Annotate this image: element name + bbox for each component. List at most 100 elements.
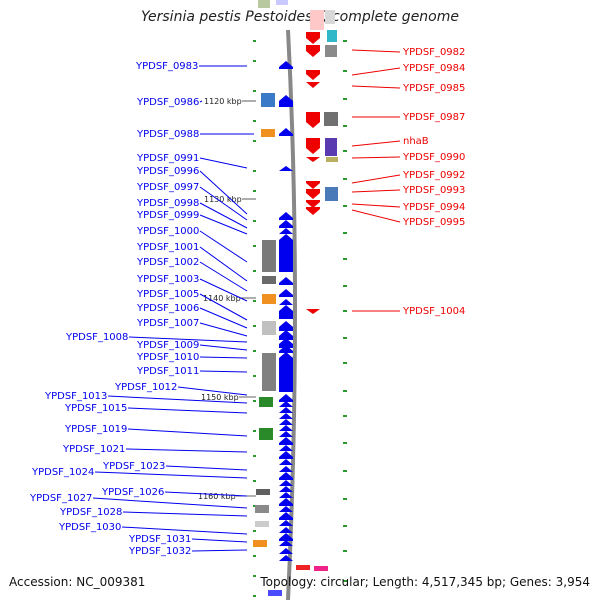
track-tick	[343, 498, 347, 500]
forward-gene-leader	[199, 214, 248, 235]
reverse-gene-leader	[351, 209, 401, 223]
content-block	[325, 10, 335, 24]
forward-gene-label: YPDSF_1032	[128, 546, 191, 557]
track-tick	[343, 390, 347, 392]
track-tick	[253, 140, 256, 142]
track-tick	[253, 430, 256, 432]
forward-gene-arrow	[279, 413, 293, 419]
forward-gene-label: YPDSF_1027	[29, 493, 92, 504]
track-tick	[343, 470, 347, 472]
track-tick	[343, 70, 347, 72]
forward-gene-label: YPDSF_1031	[128, 534, 191, 545]
forward-gene-arrow	[279, 472, 293, 480]
forward-gene-leader	[177, 386, 248, 396]
content-block	[268, 590, 282, 596]
reverse-gene-arrow	[306, 112, 320, 128]
forward-gene-label: YPDSF_0991	[136, 153, 199, 164]
forward-gene-arrow	[279, 512, 293, 520]
track-tick	[343, 580, 347, 582]
reverse-gene-label: YPDSF_0985	[402, 83, 465, 94]
forward-gene-arrow	[279, 555, 293, 561]
content-block	[276, 0, 288, 5]
content-block	[262, 294, 276, 304]
forward-gene-leader	[199, 186, 248, 221]
forward-gene-label: YPDSF_1019	[64, 424, 127, 435]
forward-gene-arrow	[279, 527, 293, 533]
reverse-gene-arrow	[306, 181, 320, 189]
forward-gene-arrow	[279, 548, 293, 554]
forward-gene-leader	[92, 497, 248, 509]
forward-gene-label: YPDSF_0983	[135, 61, 198, 72]
content-block	[261, 129, 275, 137]
track-tick	[343, 337, 347, 339]
forward-gene-leader	[199, 157, 248, 169]
forward-gene-leader	[127, 428, 248, 437]
content-block	[255, 505, 269, 513]
forward-gene-leader	[191, 538, 248, 543]
track-tick	[343, 362, 347, 364]
forward-gene-arrow	[279, 394, 293, 402]
forward-gene-label: YPDSF_0998	[136, 198, 199, 209]
track-tick	[253, 120, 256, 122]
forward-gene-arrow	[279, 520, 293, 526]
reverse-gene-label: YPDSF_0993	[402, 185, 465, 196]
forward-gene-label: YPDSF_1015	[64, 403, 127, 414]
track-tick	[343, 285, 347, 287]
forward-gene-arrow	[279, 480, 293, 486]
reverse-gene-arrow	[306, 189, 320, 199]
forward-gene-arrow	[279, 437, 293, 445]
reverse-gene-arrow	[306, 200, 320, 208]
forward-gene-arrow	[279, 338, 293, 348]
content-block	[259, 397, 273, 407]
forward-gene-leader	[122, 511, 248, 517]
kbp-label: 1130 kbp	[204, 195, 242, 204]
track-tick	[253, 300, 256, 302]
kbp-label: 1160 kbp	[198, 492, 236, 501]
content-block	[296, 565, 310, 570]
forward-gene-label: YPDSF_1012	[114, 382, 177, 393]
track-tick	[253, 575, 256, 577]
track-tick	[253, 220, 256, 222]
track-tick	[253, 480, 256, 482]
forward-gene-arrow	[279, 234, 293, 272]
forward-gene-label: YPDSF_1006	[136, 303, 199, 314]
reverse-gene-label: YPDSF_1004	[402, 306, 465, 317]
forward-gene-label: YPDSF_1000	[136, 226, 199, 237]
forward-gene-arrow	[279, 407, 293, 413]
forward-gene-arrow	[279, 486, 293, 492]
reverse-gene-label: YPDSF_0995	[402, 217, 465, 228]
content-block	[262, 321, 276, 335]
forward-gene-arrow	[279, 345, 293, 353]
content-block	[262, 276, 276, 284]
reverse-gene-label: YPDSF_0994	[402, 202, 465, 213]
forward-gene-leader	[199, 293, 248, 321]
reverse-gene-label: YPDSF_0987	[402, 112, 465, 123]
forward-gene-leader	[165, 465, 248, 471]
forward-gene-leader	[199, 230, 248, 263]
forward-gene-label: YPDSF_1026	[101, 487, 164, 498]
track-tick	[253, 170, 256, 172]
forward-gene-leader	[199, 170, 248, 215]
forward-gene-label: YPDSF_1010	[136, 352, 199, 363]
forward-gene-arrow	[279, 352, 293, 392]
forward-gene-arrow	[279, 289, 293, 297]
track-tick	[253, 455, 256, 457]
forward-gene-label: YPDSF_1003	[136, 274, 199, 285]
forward-gene-leader	[125, 448, 248, 453]
track-tick	[343, 178, 347, 180]
forward-gene-arrow	[279, 166, 293, 171]
reverse-gene-label: YPDSF_0984	[402, 63, 465, 74]
content-block	[325, 45, 337, 57]
forward-gene-label: YPDSF_1030	[58, 522, 121, 533]
forward-gene-label: YPDSF_1023	[102, 461, 165, 472]
forward-gene-label: YPDSF_0999	[136, 210, 199, 221]
reverse-gene-leader	[351, 85, 401, 89]
forward-gene-arrow	[279, 61, 293, 69]
forward-gene-label: YPDSF_1007	[136, 318, 199, 329]
forward-gene-label: YPDSF_1001	[136, 242, 199, 253]
forward-gene-arrow	[279, 506, 293, 512]
forward-gene-arrow	[279, 299, 293, 305]
content-block	[326, 157, 338, 162]
forward-gene-arrow	[279, 95, 293, 107]
